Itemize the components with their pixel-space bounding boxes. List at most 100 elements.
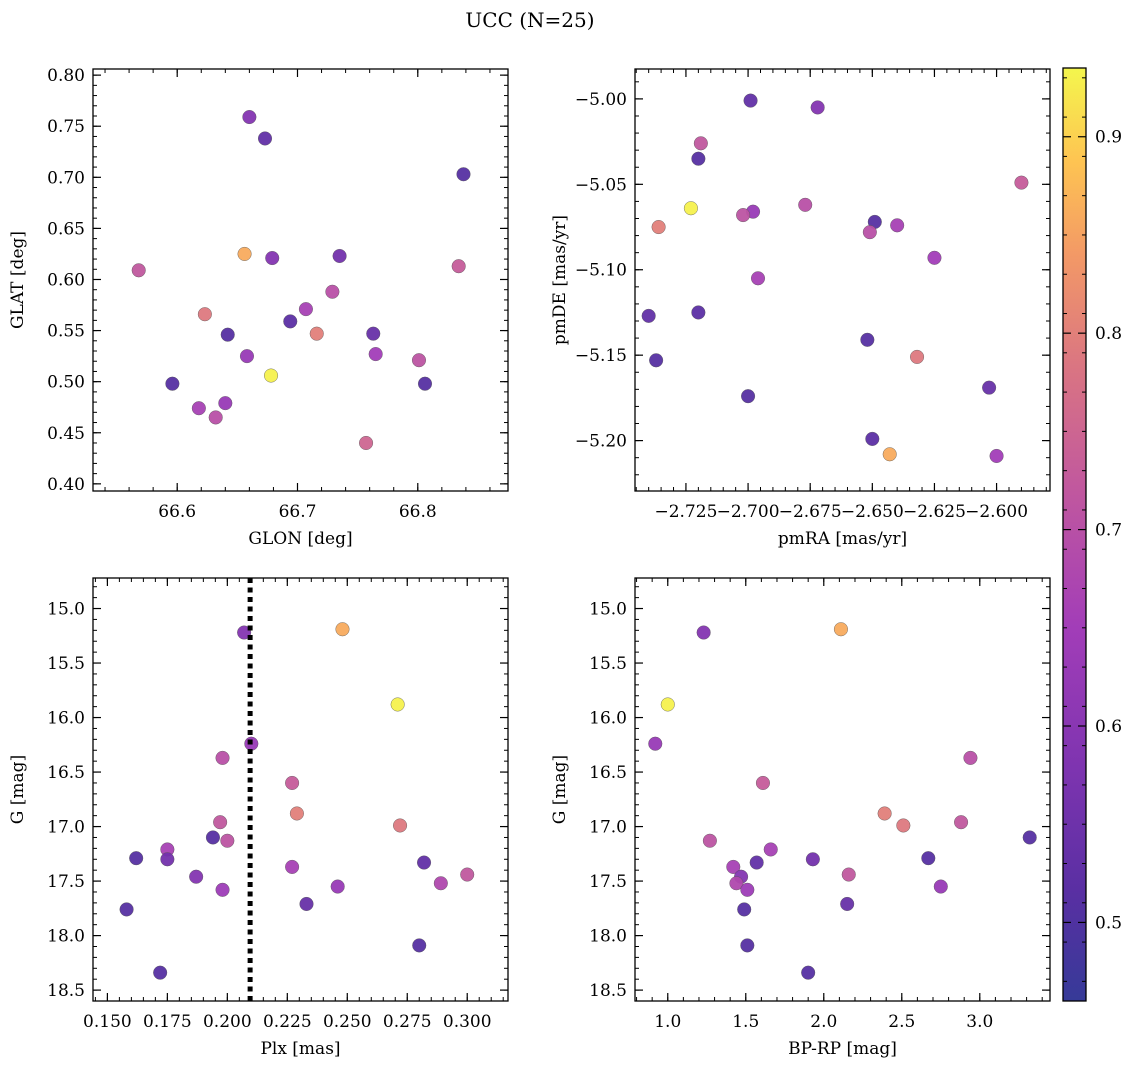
x-tick-label: 66.8 (399, 502, 437, 522)
scatter-point (332, 248, 347, 263)
scatter-point (648, 736, 663, 751)
scatter-point (740, 938, 755, 953)
scatter-point (325, 284, 340, 299)
scatter-point (726, 859, 741, 874)
scatter-point (213, 815, 228, 830)
colorbar-tick-label: 0.8 (1095, 324, 1122, 344)
scatter-point (129, 851, 144, 866)
x-tick-label: 0.250 (323, 1012, 372, 1032)
scatter-point (833, 622, 848, 637)
scatter-point (910, 349, 925, 364)
panel-glon-glat: 66.6 66.7 66.8 0.40 0.45 0.50 0.55 0.60 0.65 0.70… (8, 66, 509, 549)
y-tick-label: 0.80 (47, 66, 85, 86)
scatter-point (215, 750, 230, 765)
x-tick-label: −2.700 (717, 502, 780, 522)
x-tick-label: −2.675 (779, 502, 842, 522)
scatter-point (763, 842, 778, 857)
colorbar-frame (1062, 67, 1087, 1002)
scatter-point (258, 131, 273, 146)
scatter-point (191, 401, 206, 416)
colorbar: 0.5 0.6 0.7 0.8 0.9 (1062, 67, 1122, 1002)
scatter-point (197, 307, 212, 322)
scatter-point (798, 197, 813, 212)
scatter-point (417, 855, 432, 870)
scatter-point (755, 775, 770, 790)
y-tick-label: 15.0 (589, 600, 627, 620)
scatter-point (933, 879, 948, 894)
scatter-point (651, 220, 666, 235)
x-tick-label: 66.6 (158, 502, 196, 522)
scatter-point (366, 326, 381, 341)
y-tick-label: 16.0 (589, 709, 627, 729)
y-tick-label: 17.5 (589, 872, 627, 892)
scatter-point (860, 332, 875, 347)
y-tick-label: 16.5 (589, 763, 627, 783)
scatter-point (865, 431, 880, 446)
scatter-point (801, 965, 816, 980)
y-axis-label: pmDE [mas/yr] (550, 215, 570, 345)
y-tick-label: 0.70 (47, 168, 85, 188)
x-tick-label: −2.650 (841, 502, 904, 522)
scatter-point (411, 353, 426, 368)
scatter-point (736, 208, 751, 223)
x-tick-label: −2.725 (654, 502, 717, 522)
scatter-point (840, 896, 855, 911)
colorbar-tick-label: 0.9 (1095, 128, 1122, 148)
scatter-point (641, 308, 656, 323)
scatter-point (119, 902, 134, 917)
scatter-point (215, 882, 230, 897)
y-axis-label: G [mag] (550, 755, 570, 824)
scatter-point (189, 869, 204, 884)
axes-frame (92, 577, 509, 1002)
scatter-point (982, 380, 997, 395)
scatter-point (220, 327, 235, 342)
y-tick-label: 0.60 (47, 270, 85, 290)
figure-title: UCC (N=25) (465, 8, 594, 32)
scatter-point (877, 806, 892, 821)
scatter-point (1014, 175, 1029, 190)
scatter-point (683, 201, 698, 216)
scatter-point (749, 855, 764, 870)
x-tick-label: 66.7 (279, 502, 317, 522)
scatter-point (743, 93, 758, 108)
scatter-point (963, 750, 978, 765)
axes-frame (634, 577, 1051, 1002)
scatter-point (237, 246, 252, 261)
x-tick-label: 2.5 (888, 1012, 915, 1032)
y-tick-label: 17.0 (47, 818, 85, 838)
y-tick-label: 0.65 (47, 219, 85, 239)
scatter-point (841, 867, 856, 882)
y-tick-label: 0.40 (47, 475, 85, 495)
x-tick-label: 0.225 (263, 1012, 312, 1032)
y-tick-label: 15.0 (47, 600, 85, 620)
x-tick-label: 3.0 (966, 1012, 993, 1032)
scatter-point (283, 314, 298, 329)
scatter-point (265, 251, 280, 266)
panel-bprp-g: 1.0 1.5 2.0 2.5 3.0 15.0 15.5 16.0 16.5 17.0 17.5 1… (550, 577, 1051, 1059)
scatter-point (1022, 830, 1037, 845)
scatter-point (805, 852, 820, 867)
scatter-point (882, 447, 897, 462)
scatter-point (220, 833, 235, 848)
panel-pmra-pmde: −2.725 −2.700 −2.675 −2.650 −2.625 −2.600 −5.2… (550, 68, 1051, 549)
y-tick-label: 17.0 (589, 818, 627, 838)
scatter-point (165, 376, 180, 391)
y-tick-label: 18.0 (589, 927, 627, 947)
scatter-point (989, 448, 1004, 463)
scatter-point (153, 965, 168, 980)
axes-frame (634, 68, 1051, 492)
y-axis-label: GLAT [deg] (8, 231, 28, 329)
y-tick-label: 0.75 (47, 117, 85, 137)
scatter-point (285, 775, 300, 790)
scatter-point (264, 368, 279, 383)
scatter-point (412, 938, 427, 953)
x-tick-label: 0.275 (383, 1012, 432, 1032)
y-tick-label: −5.00 (575, 90, 627, 110)
scatter-point (393, 818, 408, 833)
scatter-point (696, 625, 711, 640)
colorbar-tick-label: 0.6 (1095, 717, 1122, 737)
scatter-point (359, 435, 374, 450)
colorbar-gradient (1063, 68, 1086, 1001)
x-axis-label: Plx [mas] (260, 1039, 340, 1059)
